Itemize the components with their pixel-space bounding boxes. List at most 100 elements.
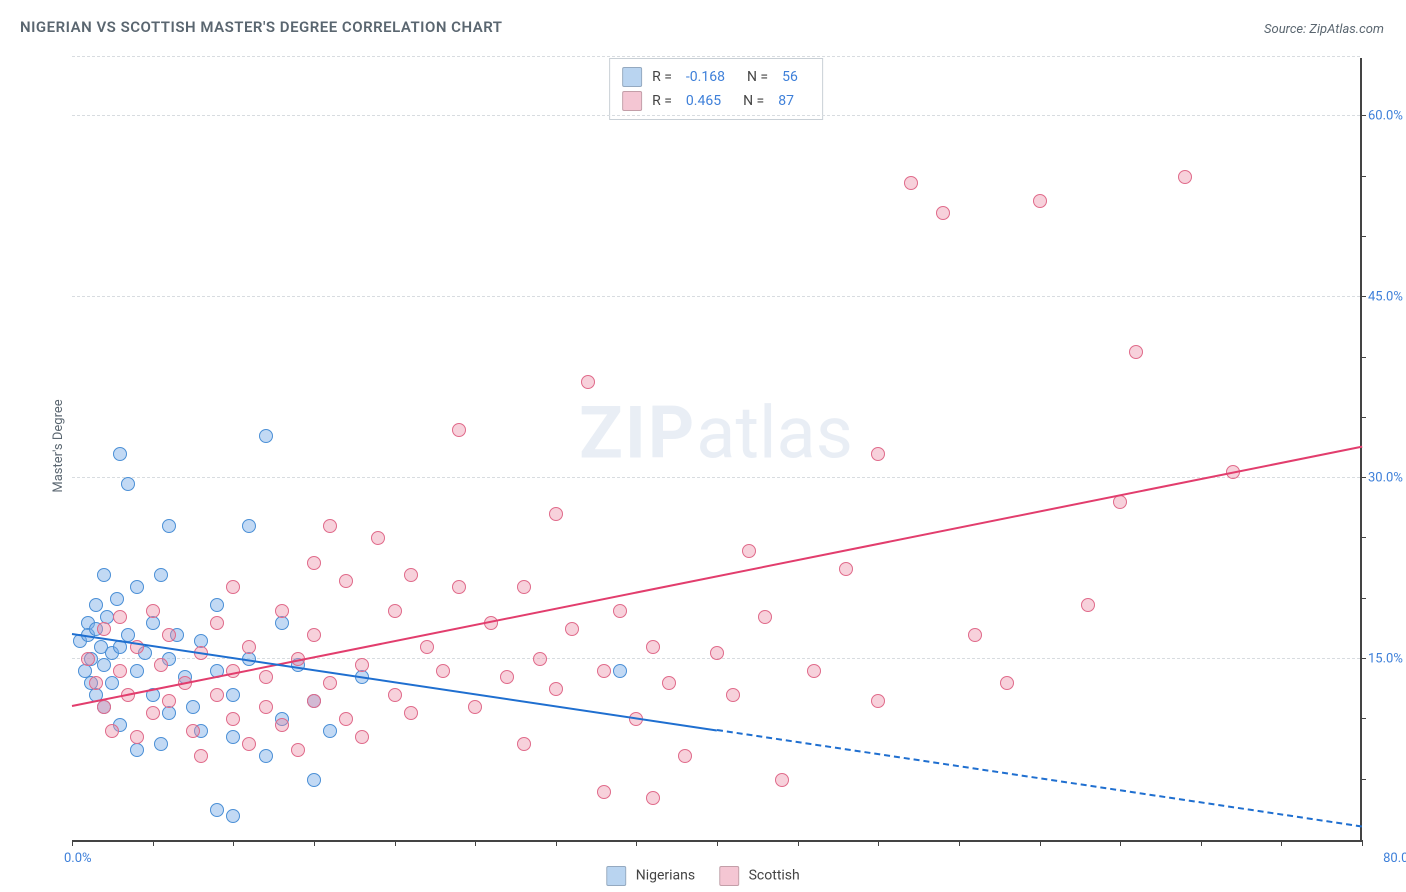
data-point-scottish (307, 694, 321, 708)
data-point-scottish (355, 730, 369, 744)
n-value-nigerians: 56 (782, 69, 798, 85)
data-point-scottish (105, 724, 119, 738)
x-tick (1040, 840, 1041, 846)
y-tick (1360, 598, 1366, 599)
x-tick (1281, 840, 1282, 846)
data-point-scottish (597, 785, 611, 799)
y-tick (1360, 779, 1366, 780)
data-point-nigerians (89, 598, 103, 612)
data-point-nigerians (242, 519, 256, 533)
legend-item-scottish: Scottish (719, 866, 800, 886)
data-point-scottish (404, 706, 418, 720)
data-point-scottish (452, 423, 466, 437)
data-point-scottish (871, 447, 885, 461)
data-point-scottish (436, 664, 450, 678)
data-point-scottish (291, 743, 305, 757)
data-point-scottish (936, 206, 950, 220)
x-tick (717, 840, 718, 846)
data-point-scottish (404, 568, 418, 582)
data-point-scottish (130, 730, 144, 744)
data-point-scottish (307, 556, 321, 570)
source-label: Source: ZipAtlas.com (1264, 22, 1384, 37)
r-label: R = (652, 69, 672, 85)
data-point-nigerians (226, 688, 240, 702)
data-point-scottish (242, 737, 256, 751)
data-point-scottish (1033, 194, 1047, 208)
gridline-h (72, 115, 1360, 116)
plot-area: ZIPatlas R = -0.168 N = 56 R = 0.465 N =… (72, 58, 1362, 842)
data-point-scottish (226, 580, 240, 594)
y-tick (1360, 236, 1366, 237)
data-point-scottish (355, 658, 369, 672)
x-tick (233, 840, 234, 846)
data-point-scottish (210, 616, 224, 630)
data-point-scottish (533, 652, 547, 666)
legend-label-nigerians: Nigerians (636, 868, 695, 884)
data-point-scottish (1178, 170, 1192, 184)
data-point-scottish (97, 700, 111, 714)
x-tick (475, 840, 476, 846)
data-point-scottish (275, 718, 289, 732)
x-tick (959, 840, 960, 846)
data-point-nigerians (162, 519, 176, 533)
y-tick (1360, 417, 1366, 418)
data-point-scottish (186, 724, 200, 738)
y-tick (1360, 176, 1366, 177)
data-point-scottish (81, 652, 95, 666)
r-value-nigerians: -0.168 (686, 69, 725, 85)
y-tick (1360, 296, 1366, 297)
legend-swatch-nigerians (606, 866, 626, 886)
data-point-nigerians (130, 664, 144, 678)
data-point-nigerians (154, 737, 168, 751)
trendline-scottish (72, 446, 1362, 707)
chart-title: NIGERIAN VS SCOTTISH MASTER'S DEGREE COR… (20, 18, 503, 36)
data-point-nigerians (146, 616, 160, 630)
x-tick (153, 840, 154, 846)
data-point-nigerians (226, 809, 240, 823)
x-tick (636, 840, 637, 846)
n-label: N = (743, 93, 764, 109)
r-label: R = (652, 93, 672, 109)
y-tick-label: 15.0% (1368, 652, 1406, 667)
data-point-scottish (339, 712, 353, 726)
data-point-scottish (807, 664, 821, 678)
data-point-scottish (452, 580, 466, 594)
swatch-nigerians (622, 67, 642, 87)
data-point-scottish (597, 664, 611, 678)
data-point-scottish (1000, 676, 1014, 690)
data-point-scottish (968, 628, 982, 642)
y-axis-title: Master's Degree (51, 399, 66, 492)
data-point-scottish (565, 622, 579, 636)
y-tick (1360, 537, 1366, 538)
y-tick (1360, 477, 1366, 478)
y-tick (1360, 718, 1366, 719)
watermark-light: atlas (696, 391, 853, 476)
data-point-scottish (517, 737, 531, 751)
n-value-scottish: 87 (778, 93, 794, 109)
y-tick-label: 60.0% (1368, 109, 1406, 124)
data-point-scottish (678, 749, 692, 763)
data-point-scottish (323, 676, 337, 690)
data-point-scottish (388, 604, 402, 618)
data-point-scottish (775, 773, 789, 787)
data-point-nigerians (130, 580, 144, 594)
data-point-scottish (89, 676, 103, 690)
data-point-scottish (371, 531, 385, 545)
data-point-scottish (162, 694, 176, 708)
data-point-nigerians (186, 700, 200, 714)
data-point-scottish (146, 706, 160, 720)
x-tick (314, 840, 315, 846)
trendline-ext-nigerians (717, 729, 1362, 827)
y-tick-label: 30.0% (1368, 471, 1406, 486)
data-point-scottish (146, 604, 160, 618)
data-point-nigerians (307, 773, 321, 787)
data-point-scottish (517, 580, 531, 594)
data-point-nigerians (121, 477, 135, 491)
data-point-scottish (275, 604, 289, 618)
x-tick (72, 840, 73, 846)
data-point-scottish (500, 670, 514, 684)
data-point-scottish (549, 682, 563, 696)
data-point-scottish (468, 700, 482, 714)
data-point-scottish (871, 694, 885, 708)
x-tick (1120, 840, 1121, 846)
